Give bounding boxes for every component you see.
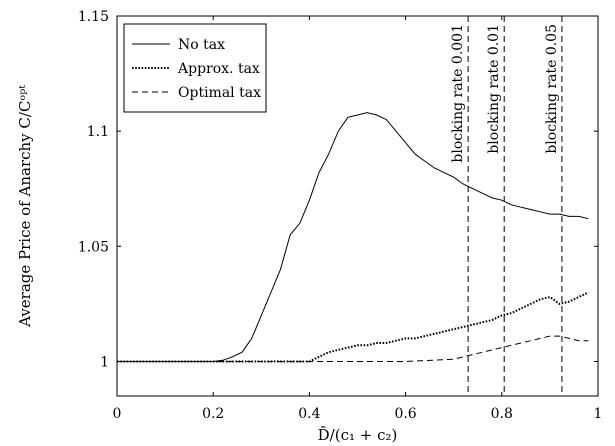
blocking-rate-label: blocking rate 0.001: [450, 24, 466, 163]
x-tick-label: 0.8: [491, 406, 513, 422]
y-axis-label: Average Price of Anarchy C/Cᵒᵖᵗ: [16, 85, 34, 328]
legend: No tax Approx. tax Optimal tax: [123, 23, 267, 113]
legend-label: Approx. tax: [177, 61, 260, 77]
blocking-rate-label: blocking rate 0.01: [486, 24, 502, 154]
plot-frame: [116, 15, 599, 397]
legend-box: [123, 23, 267, 113]
x-tick-label: 0.2: [202, 406, 224, 422]
x-tick-label: 1: [594, 406, 603, 422]
x-tick-label: 0.4: [298, 406, 320, 422]
legend-label: Optimal tax: [178, 85, 261, 101]
legend-label: No tax: [178, 37, 225, 53]
y-tick-label: 1.15: [78, 9, 109, 25]
y-tick-label: 1.1: [87, 124, 109, 140]
series-layer: [117, 112, 589, 363]
x-tick-label: 0: [113, 406, 122, 422]
x-axis-label: D̄/(c₁ + c₂): [318, 426, 398, 444]
vertical-lines-layer: blocking rate 0.001 blocking rate 0.01 blo…: [450, 16, 563, 396]
x-tick-label: 0.6: [394, 406, 416, 422]
series-line-no-tax: [117, 112, 589, 362]
ticks-layer: 0 0.2 0.4 0.6 0.8 1 1 1.05 1.1 1.15: [78, 9, 603, 422]
blocking-rate-label: blocking rate 0.05: [544, 24, 560, 154]
series-line-approx-tax: [117, 291, 589, 363]
y-tick-label: 1.05: [78, 239, 109, 255]
series-line-optimal-tax: [117, 335, 589, 362]
y-tick-label: 1: [100, 354, 109, 370]
legend-items: No tax Approx. tax Optimal tax: [132, 37, 261, 101]
